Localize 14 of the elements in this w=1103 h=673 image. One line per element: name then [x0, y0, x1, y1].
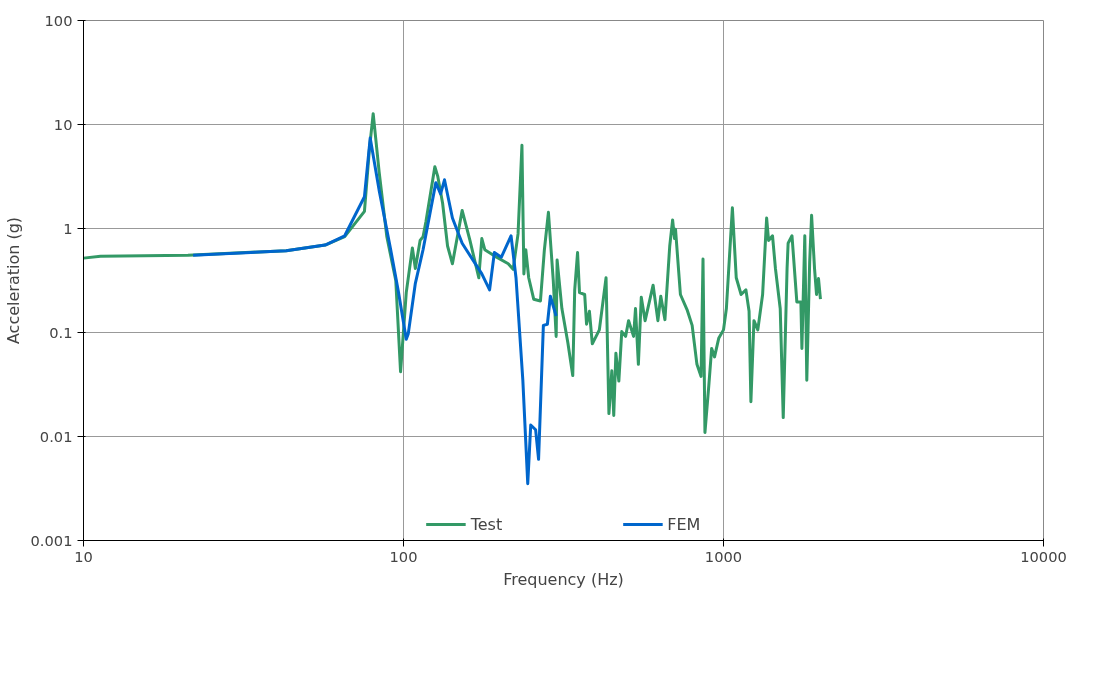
y-tick-label: 1: [63, 219, 73, 237]
y-tick-label: 0.001: [30, 531, 73, 549]
legend-label: Test: [470, 514, 503, 534]
y-tick-label: 0.01: [39, 427, 73, 445]
y-tick-label: 10: [53, 115, 73, 133]
y-tick-label: 100: [44, 11, 73, 29]
x-tick-label: 1000: [704, 547, 743, 565]
legend-label: FEM: [667, 514, 701, 534]
x-tick-label: 10: [74, 547, 93, 565]
x-tick-label: 100: [389, 547, 418, 565]
y-tick-label: 0.1: [49, 323, 73, 341]
x-axis-title: Frequency (Hz): [503, 569, 624, 589]
y-axis-title: Acceleration (g): [3, 216, 23, 345]
x-tick-label: 10000: [1020, 547, 1067, 565]
